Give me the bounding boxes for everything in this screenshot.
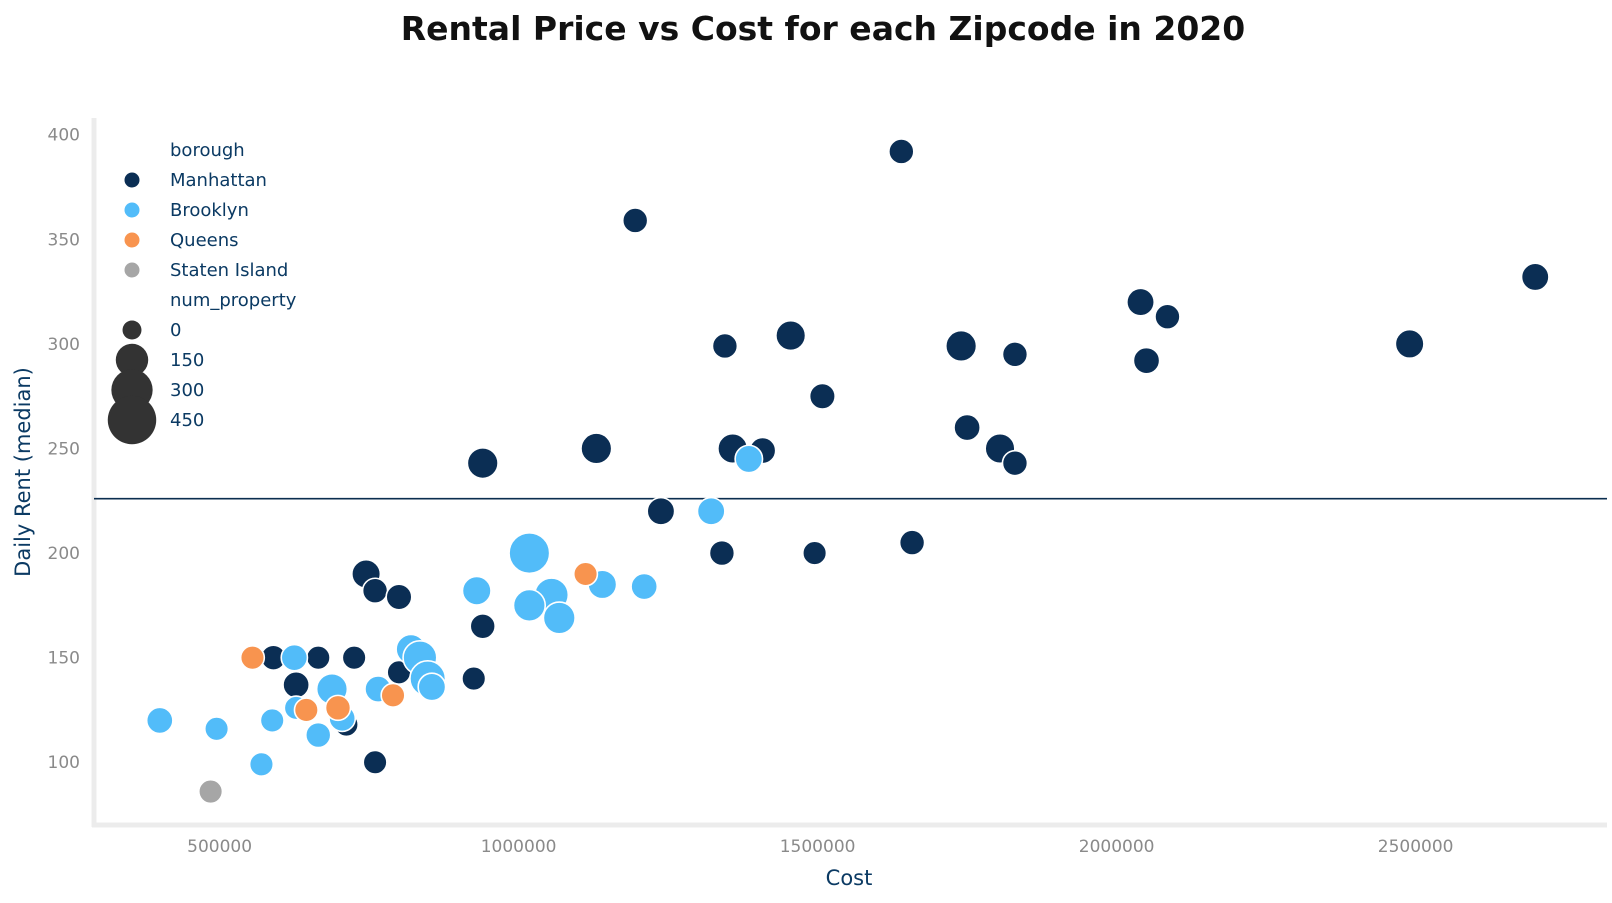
data-point bbox=[953, 413, 982, 442]
data-point bbox=[542, 601, 576, 635]
x-tick-label: 1000000 bbox=[481, 837, 557, 857]
data-point bbox=[775, 319, 807, 352]
x-tick-label: 2000000 bbox=[1079, 837, 1155, 857]
series-staten-island bbox=[197, 778, 224, 805]
data-point bbox=[572, 561, 599, 587]
legend-label: Queens bbox=[170, 230, 239, 251]
data-point bbox=[801, 540, 828, 566]
data-point bbox=[280, 643, 309, 672]
series-queens bbox=[239, 561, 599, 723]
y-tick-label: 150 bbox=[48, 649, 80, 669]
legend-size-marker bbox=[122, 320, 142, 340]
data-point bbox=[361, 577, 389, 605]
legend-marker bbox=[124, 202, 140, 218]
x-tick-label: 500000 bbox=[187, 837, 252, 857]
y-tick-label: 200 bbox=[48, 544, 80, 564]
data-point bbox=[580, 432, 613, 465]
data-point bbox=[341, 645, 367, 671]
data-point bbox=[362, 749, 388, 775]
data-point bbox=[734, 444, 764, 474]
legend-size-marker bbox=[107, 395, 157, 445]
x-tick-label: 1500000 bbox=[780, 837, 856, 857]
data-point bbox=[1154, 303, 1181, 331]
data-point bbox=[646, 496, 676, 526]
data-point bbox=[461, 665, 487, 692]
data-point bbox=[508, 531, 551, 575]
y-tick-label: 350 bbox=[48, 230, 80, 250]
data-points-layer bbox=[145, 138, 1550, 805]
legend-label: Manhattan bbox=[170, 170, 267, 191]
y-axis-label: Daily Rent (median) bbox=[11, 367, 35, 577]
data-point bbox=[324, 694, 352, 722]
data-point bbox=[944, 329, 978, 363]
series-manhattan bbox=[260, 138, 1550, 775]
y-tick-label: 250 bbox=[48, 439, 80, 459]
legend-size-label: 0 bbox=[170, 320, 181, 341]
legend-size-marker bbox=[115, 343, 149, 377]
chart-title: Rental Price vs Cost for each Zipcode in… bbox=[401, 9, 1245, 48]
data-point bbox=[417, 672, 447, 702]
data-point bbox=[145, 706, 174, 735]
data-point bbox=[512, 588, 547, 623]
legend: borough Manhattan Brooklyn Queens Staten Isl… bbox=[107, 140, 297, 445]
data-point bbox=[380, 682, 406, 708]
legend-marker bbox=[124, 262, 140, 278]
data-point bbox=[621, 207, 649, 234]
legend-marker bbox=[124, 172, 140, 188]
plot-frame bbox=[91, 118, 1607, 828]
legend-label: Brooklyn bbox=[170, 200, 249, 221]
data-point bbox=[461, 575, 492, 606]
data-point bbox=[898, 529, 926, 556]
legend-size-label: 300 bbox=[170, 380, 204, 401]
data-point bbox=[1126, 287, 1156, 317]
legend-marker bbox=[124, 232, 140, 248]
data-point bbox=[239, 645, 266, 671]
series-brooklyn bbox=[145, 444, 764, 777]
data-point bbox=[1394, 328, 1425, 359]
data-point bbox=[1001, 449, 1029, 477]
x-axis-label: Cost bbox=[826, 866, 873, 890]
tick-label-layer: 500000 1000000 1500000 2000000 2500000 100 150… bbox=[48, 126, 1454, 857]
legend-size-label: 450 bbox=[170, 410, 204, 431]
data-point bbox=[282, 670, 311, 699]
data-point bbox=[888, 138, 915, 165]
data-point bbox=[259, 707, 285, 734]
data-point bbox=[1001, 341, 1029, 368]
legend-size-label: 150 bbox=[170, 350, 204, 371]
data-point bbox=[197, 778, 224, 805]
y-tick-label: 400 bbox=[48, 126, 80, 146]
data-point bbox=[469, 612, 497, 640]
data-point bbox=[248, 751, 275, 777]
data-point bbox=[293, 697, 319, 723]
data-point bbox=[203, 716, 230, 742]
data-point bbox=[630, 572, 659, 601]
y-tick-label: 300 bbox=[48, 335, 80, 355]
legend-title-num-property: num_property bbox=[170, 290, 297, 311]
data-point bbox=[696, 496, 726, 526]
data-point bbox=[305, 645, 331, 671]
data-point bbox=[1132, 346, 1161, 375]
data-point bbox=[385, 583, 413, 611]
data-point bbox=[711, 332, 739, 360]
y-tick-label: 100 bbox=[48, 753, 80, 773]
data-point bbox=[808, 382, 836, 410]
data-point bbox=[304, 721, 332, 749]
legend-title-borough: borough bbox=[170, 140, 245, 161]
data-point bbox=[1520, 262, 1550, 292]
data-point bbox=[708, 539, 736, 567]
legend-label: Staten Island bbox=[170, 260, 288, 281]
data-point bbox=[466, 446, 499, 480]
x-tick-label: 2500000 bbox=[1378, 837, 1454, 857]
